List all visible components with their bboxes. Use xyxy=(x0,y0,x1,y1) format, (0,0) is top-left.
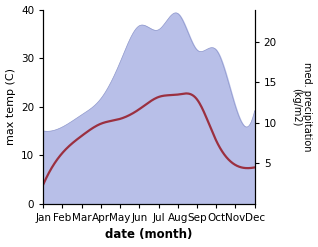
Y-axis label: med. precipitation
(kg/m2): med. precipitation (kg/m2) xyxy=(291,62,313,151)
Y-axis label: max temp (C): max temp (C) xyxy=(5,68,16,145)
X-axis label: date (month): date (month) xyxy=(105,228,193,242)
